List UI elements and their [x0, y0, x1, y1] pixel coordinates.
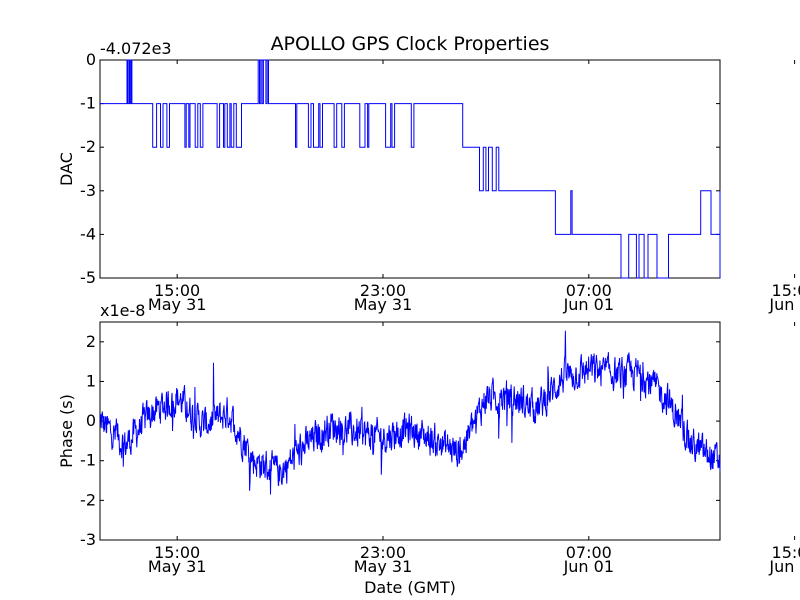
phase-ytick-label: -3: [80, 530, 96, 549]
phase-ytick-label: 0: [86, 411, 96, 430]
dac-ytick-label: -5: [80, 268, 96, 287]
phase-ytick-label: -2: [80, 490, 96, 509]
chart-title: APOLLO GPS Clock Properties: [271, 33, 550, 55]
dac-xtick-time-label: 23:00: [360, 281, 406, 300]
dac-series-line: [100, 59, 721, 279]
phase-xtick-time-label: 07:00: [566, 543, 612, 562]
dac-xtick-date-label: Jun 01: [563, 295, 614, 314]
phase-xtick-time-label: 15:00: [154, 543, 200, 562]
phase-xtick-date-label: Jun 01: [768, 557, 800, 576]
phase-series-line: [99, 330, 721, 495]
phase-xtick-time-label: 23:00: [360, 543, 406, 562]
dac-ytick-label: -3: [80, 181, 96, 200]
dac-offset-text: -4.072e3: [100, 39, 172, 58]
dac-y-axis-label: DAC: [57, 152, 76, 186]
dac-ytick-label: 0: [86, 50, 96, 69]
phase-y-axis-label: Phase (s): [57, 394, 76, 468]
phase-plot-frame: [99, 321, 721, 541]
dac-ytick-label: -4: [80, 224, 96, 243]
dac-ytick-label: -2: [80, 137, 96, 156]
phase-panel: x1e-8 Phase (s) Date (GMT) 2 1 0 -1 -2 -3 15:…: [57, 301, 800, 597]
dac-xtick-date-label: May 31: [148, 295, 207, 314]
phase-xtick-time-label: 15:00: [772, 543, 800, 562]
dac-xtick-time-label: 07:00: [566, 281, 612, 300]
phase-xtick-date-label: May 31: [148, 557, 207, 576]
x-axis-label: Date (GMT): [364, 578, 456, 597]
phase-xtick-date-label: May 31: [354, 557, 413, 576]
phase-ytick-label: 1: [86, 371, 96, 390]
phase-xtick-date-label: Jun 01: [563, 557, 614, 576]
phase-ytick-label: -1: [80, 451, 96, 470]
dac-xtick-time-label: 15:00: [772, 281, 800, 300]
dac-xtick-date-label: May 31: [354, 295, 413, 314]
dac-xtick-time-label: 15:00: [154, 281, 200, 300]
dac-xtick-date-label: Jun 01: [768, 295, 800, 314]
dac-plot-frame: [99, 59, 721, 279]
dac-ytick-label: -1: [80, 94, 96, 113]
phase-offset-text: x1e-8: [100, 301, 145, 320]
phase-ytick-label: 2: [86, 332, 96, 351]
